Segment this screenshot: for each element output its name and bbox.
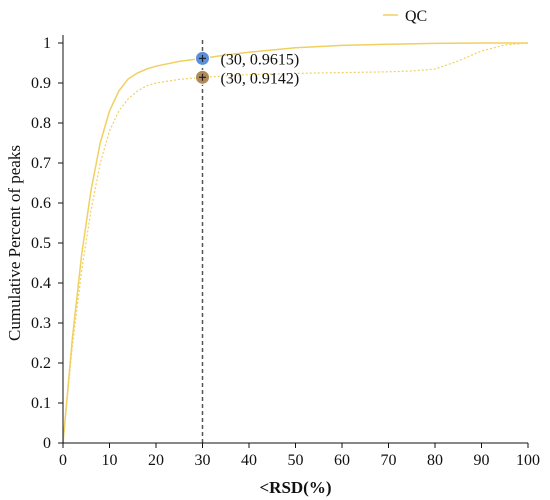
axes: 0 10 20 30 40 50 60 70 80 90 100 00.10.20.30.40.50… (31, 35, 540, 469)
x-tick-label: 0 (59, 452, 67, 469)
y-tick-label: 0.2 (31, 355, 51, 372)
y-axis-ticks: 0 0.1 0.2 0.3 0.4 0.5 0.6 0.7 0.8 0.9 1 (31, 35, 63, 452)
y-tick-label: 0.1 (31, 395, 51, 412)
annotation-label: (30, 0.9142) (221, 70, 300, 87)
x-axis-title: <RSD(%) (259, 478, 331, 497)
annotations: (30, 0.9615) (30, 0.9142) (195, 50, 300, 87)
x-axis-ticks: 0 10 20 30 40 50 60 70 80 90 100 (59, 443, 540, 469)
legend-label-qc: QC (405, 8, 427, 25)
x-tick-label: 60 (334, 452, 350, 469)
y-tick-label: 0.5 (31, 235, 51, 252)
legend: QC (383, 8, 427, 25)
x-tick-label: 10 (102, 452, 118, 469)
series-line-2 (62, 42, 529, 444)
y-tick-label: 0.3 (31, 315, 51, 332)
y-tick-label: 0.9 (31, 75, 51, 92)
y-tick-label: 0 (43, 435, 51, 452)
y-tick-label: 1 (43, 35, 51, 52)
annotation-point: (30, 0.9142) (195, 69, 300, 87)
x-tick-label: 20 (148, 452, 164, 469)
x-tick-label: 30 (195, 452, 211, 469)
annotation-point: (30, 0.9615) (195, 50, 300, 68)
x-tick-label: 70 (381, 452, 397, 469)
plot-area (62, 40, 529, 444)
x-tick-label: 50 (288, 452, 304, 469)
y-tick-label: 0.7 (31, 155, 51, 172)
y-axis-title: Cumulative Percent of peaks (5, 145, 24, 341)
y-tick-label: 0.4 (31, 275, 51, 292)
x-tick-label: 80 (427, 452, 443, 469)
x-tick-label: 90 (474, 452, 490, 469)
x-tick-label: 100 (516, 452, 540, 469)
x-tick-label: 40 (241, 452, 257, 469)
annotation-label: (30, 0.9615) (221, 51, 300, 68)
y-tick-label: 0.8 (31, 115, 51, 132)
y-tick-label: 0.6 (31, 195, 51, 212)
series-line-1 (62, 42, 528, 444)
